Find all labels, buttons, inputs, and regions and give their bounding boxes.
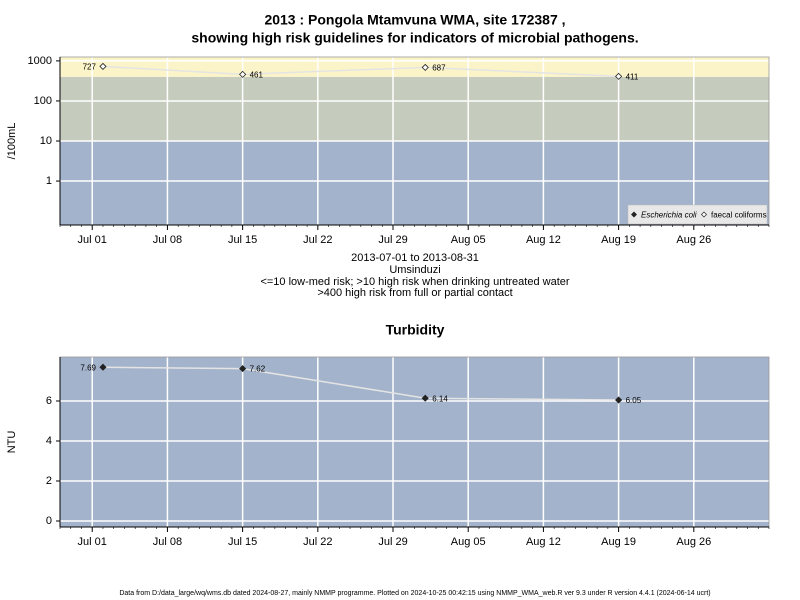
annotation: >400 high risk from full or partial cont…: [317, 287, 512, 299]
data-label: 411: [626, 72, 639, 81]
data-label: 6.05: [626, 396, 642, 405]
x-tick-label: Aug 19: [601, 536, 636, 548]
y-tick-label: 4: [46, 435, 52, 447]
x-tick-label: Jul 01: [78, 536, 107, 548]
x-tick-label: Aug 26: [676, 536, 711, 548]
annotation: <=10 low-med risk; >10 high risk when dr…: [260, 276, 569, 288]
y-axis-label: /100mL: [6, 123, 18, 160]
data-point: [615, 396, 623, 404]
legend-label: faecal coliforms: [711, 211, 767, 220]
data-label: 687: [432, 64, 446, 73]
x-tick-label: Jul 15: [228, 234, 257, 246]
x-tick-label: Jul 22: [303, 234, 332, 246]
legend-label: Escherichia coli: [641, 211, 697, 220]
y-tick-label: 2: [46, 475, 52, 487]
y-tick-label: 1000: [28, 55, 52, 67]
footer: Data from D:/data_large/wq/wms.db dated …: [119, 590, 710, 597]
y-tick-label: 10: [40, 135, 52, 147]
risk-band: [60, 357, 769, 527]
series-line: [102, 366, 619, 401]
risk-band: [60, 57, 769, 77]
x-tick-label: Jul 08: [153, 234, 182, 246]
x-tick-label: Aug 05: [451, 234, 486, 246]
y-tick-label: 1: [46, 175, 52, 187]
data-point: [615, 72, 623, 80]
chart-title: 2013 : Pongola Mtamvuna WMA, site 172387…: [264, 12, 565, 28]
x-tick-label: Jul 01: [78, 234, 107, 246]
legend-box: [627, 204, 768, 225]
data-label: 7.69: [80, 363, 96, 372]
y-axis-label: NTU: [6, 431, 18, 454]
y-tick-label: 0: [46, 515, 52, 527]
data-point: [99, 363, 107, 371]
data-point: [421, 394, 429, 402]
legend-marker: [631, 211, 637, 218]
x-tick-label: Aug 05: [451, 536, 486, 548]
data-label: 7.62: [250, 365, 266, 374]
x-tick-label: Jul 29: [378, 536, 407, 548]
data-point: [239, 70, 247, 78]
data-point: [421, 63, 429, 71]
legend-marker: [701, 211, 707, 218]
risk-band: [60, 76, 769, 141]
x-tick-label: Jul 08: [153, 536, 182, 548]
x-tick-label: Jul 22: [303, 536, 332, 548]
y-tick-label: 6: [46, 395, 52, 407]
y-tick-label: 100: [34, 95, 52, 107]
x-tick-label: Jul 15: [228, 536, 257, 548]
x-tick-label: Aug 26: [676, 234, 711, 246]
x-tick-label: Jul 29: [378, 234, 407, 246]
x-tick-label: Aug 19: [601, 234, 636, 246]
data-point: [99, 62, 107, 70]
annotation: Umsinduzi: [389, 264, 440, 276]
data-point: [239, 365, 247, 373]
x-tick-label: Aug 12: [526, 234, 561, 246]
data-label: 727: [83, 63, 97, 72]
x-tick-label: Aug 12: [526, 536, 561, 548]
chart-subtitle: showing high risk guidelines for indicat…: [191, 30, 638, 46]
chart-title: Turbidity: [386, 322, 445, 338]
series-line: [102, 65, 619, 78]
data-label: 461: [250, 70, 264, 79]
annotation: 2013-07-01 to 2013-08-31: [351, 252, 479, 264]
data-label: 6.14: [432, 394, 448, 403]
